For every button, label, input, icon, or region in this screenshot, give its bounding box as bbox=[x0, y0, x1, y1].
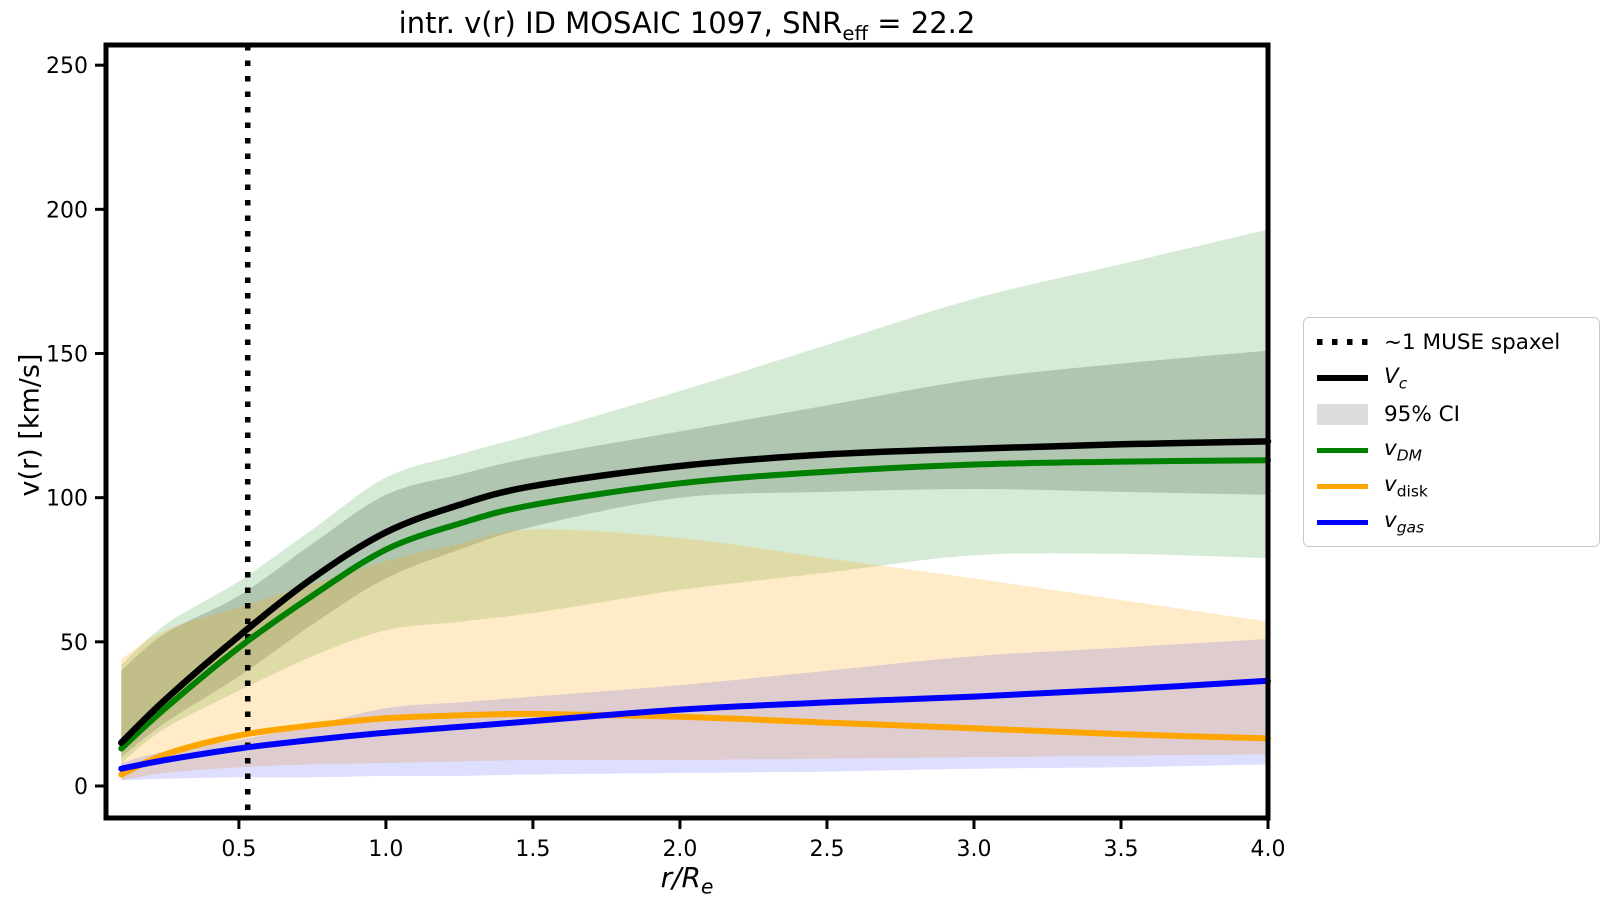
blue-line-swatch bbox=[1317, 519, 1368, 525]
legend-label-sub: gas bbox=[1396, 518, 1425, 537]
x-tick-label: 3.5 bbox=[1103, 837, 1138, 862]
axes-frame bbox=[103, 42, 1271, 821]
legend-label-main: v bbox=[1384, 507, 1397, 533]
legend-item-vc: Vc bbox=[1317, 363, 1586, 393]
legend-label-main: v bbox=[1384, 471, 1397, 497]
legend-item-vdisk: vdisk bbox=[1317, 471, 1586, 501]
x-tick-label: 1.5 bbox=[515, 837, 550, 862]
legend-label: 95% CI bbox=[1384, 401, 1460, 427]
plot-title: intr. v(r) ID MOSAIC 1097, SNReff = 22.2 bbox=[106, 6, 1268, 45]
x-tick-label: 4.0 bbox=[1251, 837, 1286, 862]
x-axis-label-subscript: e bbox=[701, 874, 714, 899]
legend-label: vdisk bbox=[1384, 472, 1428, 500]
legend-item-95ci: 95% CI bbox=[1317, 399, 1586, 429]
x-axis-ticks: 0.5 1.0 1.5 2.0 2.5 3.0 3.5 4.0 bbox=[221, 818, 1286, 862]
legend-label-main: V bbox=[1384, 363, 1399, 389]
band-Vc-95CI bbox=[121, 350, 1268, 758]
legend-label: Vc bbox=[1384, 364, 1407, 392]
confidence-bands bbox=[121, 229, 1268, 781]
dotted-line-swatch bbox=[1317, 339, 1368, 345]
curve-v_gas bbox=[118, 677, 1271, 772]
y-axis-label-text: v(r) [km/s] bbox=[14, 353, 46, 497]
legend-item-muse-spaxel: ~1 MUSE spaxel bbox=[1317, 327, 1586, 357]
x-axis-label-text: r/R bbox=[660, 861, 701, 894]
green-line-swatch bbox=[1317, 447, 1368, 453]
y-tick-label: 0 bbox=[74, 775, 88, 800]
x-axis-label: r/Re bbox=[106, 861, 1268, 899]
legend-label: vDM bbox=[1384, 436, 1422, 464]
legend-label-main: v bbox=[1384, 435, 1397, 461]
black-line-swatch bbox=[1317, 375, 1368, 381]
legend-label-sub: DM bbox=[1396, 446, 1422, 465]
curve-V_c bbox=[118, 438, 1272, 746]
legend-label-sub: disk bbox=[1396, 482, 1428, 501]
plot-title-text: intr. v(r) ID MOSAIC 1097, SNR bbox=[398, 6, 843, 40]
band-vDM-CI bbox=[121, 229, 1268, 763]
y-tick-label: 200 bbox=[46, 198, 88, 223]
y-axis-ticks: 0 50 100 150 200 250 bbox=[46, 54, 106, 800]
legend-label: vgas bbox=[1384, 508, 1424, 536]
legend-item-vgas: vgas bbox=[1317, 507, 1586, 537]
plot-title-subscript: eff bbox=[842, 21, 869, 45]
x-tick-label: 1.0 bbox=[368, 837, 403, 862]
y-tick-label: 250 bbox=[46, 54, 88, 79]
legend: ~1 MUSE spaxel Vc 95% CI vDM vdisk vgas bbox=[1303, 317, 1600, 547]
legend-label-sub: c bbox=[1398, 374, 1408, 393]
gray-patch-swatch bbox=[1317, 403, 1368, 425]
legend-item-vdm: vDM bbox=[1317, 435, 1586, 465]
x-tick-label: 0.5 bbox=[221, 837, 256, 862]
curve-v_disk bbox=[118, 710, 1271, 778]
x-tick-label: 2.0 bbox=[662, 837, 697, 862]
plot-title-suffix: = 22.2 bbox=[868, 6, 976, 40]
curve-v_DM bbox=[118, 457, 1271, 752]
legend-label: ~1 MUSE spaxel bbox=[1384, 329, 1561, 355]
x-tick-label: 3.0 bbox=[956, 837, 991, 862]
curves bbox=[118, 438, 1272, 778]
y-tick-label: 50 bbox=[60, 631, 88, 656]
orange-line-swatch bbox=[1317, 483, 1368, 489]
x-tick-label: 2.5 bbox=[809, 837, 844, 862]
y-axis-label: v(r) [km/s] bbox=[15, 354, 46, 497]
y-tick-label: 150 bbox=[46, 343, 88, 368]
y-tick-label: 100 bbox=[46, 487, 88, 512]
